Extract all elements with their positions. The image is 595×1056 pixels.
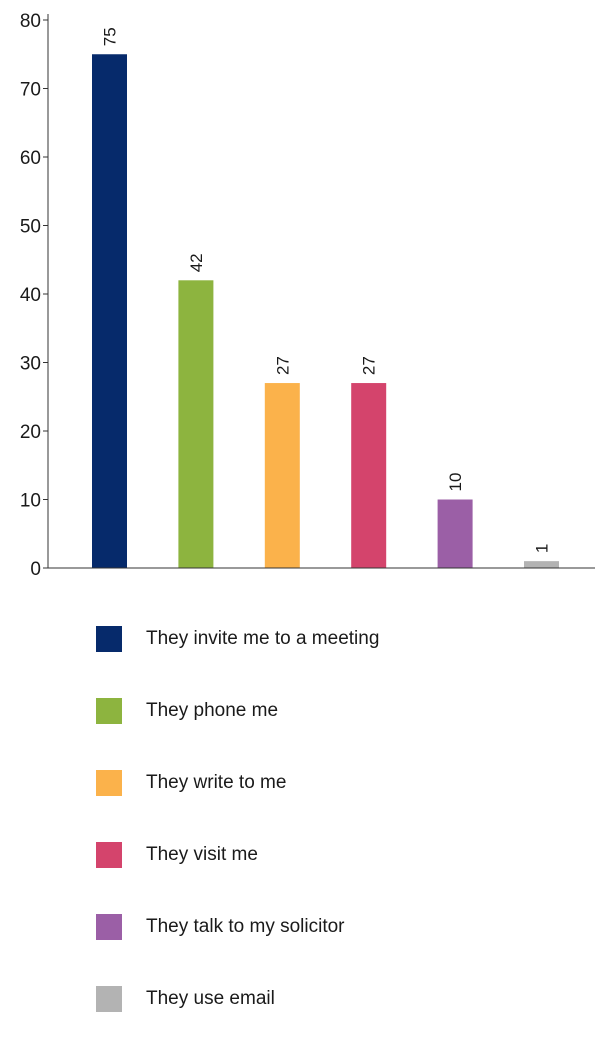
y-tick-label: 50 xyxy=(20,217,41,238)
data-label-3: 27 xyxy=(273,356,292,375)
legend-swatch xyxy=(96,842,122,868)
legend-label: They use email xyxy=(146,988,275,1009)
legend: They invite me to a meeting They phone me… xyxy=(96,624,576,1056)
legend-label: They visit me xyxy=(146,844,258,865)
data-label-5: 10 xyxy=(446,473,465,492)
bar-3 xyxy=(264,383,300,568)
legend-swatch xyxy=(96,770,122,796)
bar-chart: 0 10 20 30 40 50 60 70 80 75 42 27 27 10 1 xyxy=(20,11,595,580)
y-axis: 0 10 20 30 40 50 60 70 80 xyxy=(20,11,49,580)
legend-item: They phone me xyxy=(96,696,576,768)
y-tick-label: 80 xyxy=(20,11,41,32)
bar-2 xyxy=(178,280,214,568)
legend-swatch xyxy=(96,914,122,940)
y-tick-label: 20 xyxy=(20,422,41,443)
legend-item: They visit me xyxy=(96,840,576,912)
data-labels: 75 42 27 27 10 1 xyxy=(101,27,552,553)
y-tick-label: 0 xyxy=(30,559,41,580)
y-tick-label: 60 xyxy=(20,148,41,169)
legend-item: They use email xyxy=(96,984,576,1056)
legend-swatch xyxy=(96,626,122,652)
bar-5 xyxy=(437,499,473,568)
data-label-1: 75 xyxy=(101,27,120,46)
bars xyxy=(92,54,559,568)
data-label-2: 42 xyxy=(187,253,206,272)
legend-item: They invite me to a meeting xyxy=(96,624,576,696)
legend-label: They write to me xyxy=(146,772,287,793)
bar-4 xyxy=(351,383,387,568)
legend-item: They write to me xyxy=(96,768,576,840)
legend-swatch xyxy=(96,986,122,1012)
y-tick-label: 70 xyxy=(20,80,41,101)
legend-item: They talk to my solicitor xyxy=(96,912,576,984)
data-label-6: 1 xyxy=(533,544,552,553)
legend-label: They talk to my solicitor xyxy=(146,916,345,937)
y-tick-label: 40 xyxy=(20,285,41,306)
data-label-4: 27 xyxy=(360,356,379,375)
bar-1 xyxy=(92,54,127,568)
y-tick-label: 30 xyxy=(20,354,41,375)
bar-6 xyxy=(524,561,559,568)
legend-label: They phone me xyxy=(146,700,279,721)
y-tick-label: 10 xyxy=(20,491,41,512)
legend-swatch xyxy=(96,698,122,724)
legend-label: They invite me to a meeting xyxy=(146,628,380,649)
